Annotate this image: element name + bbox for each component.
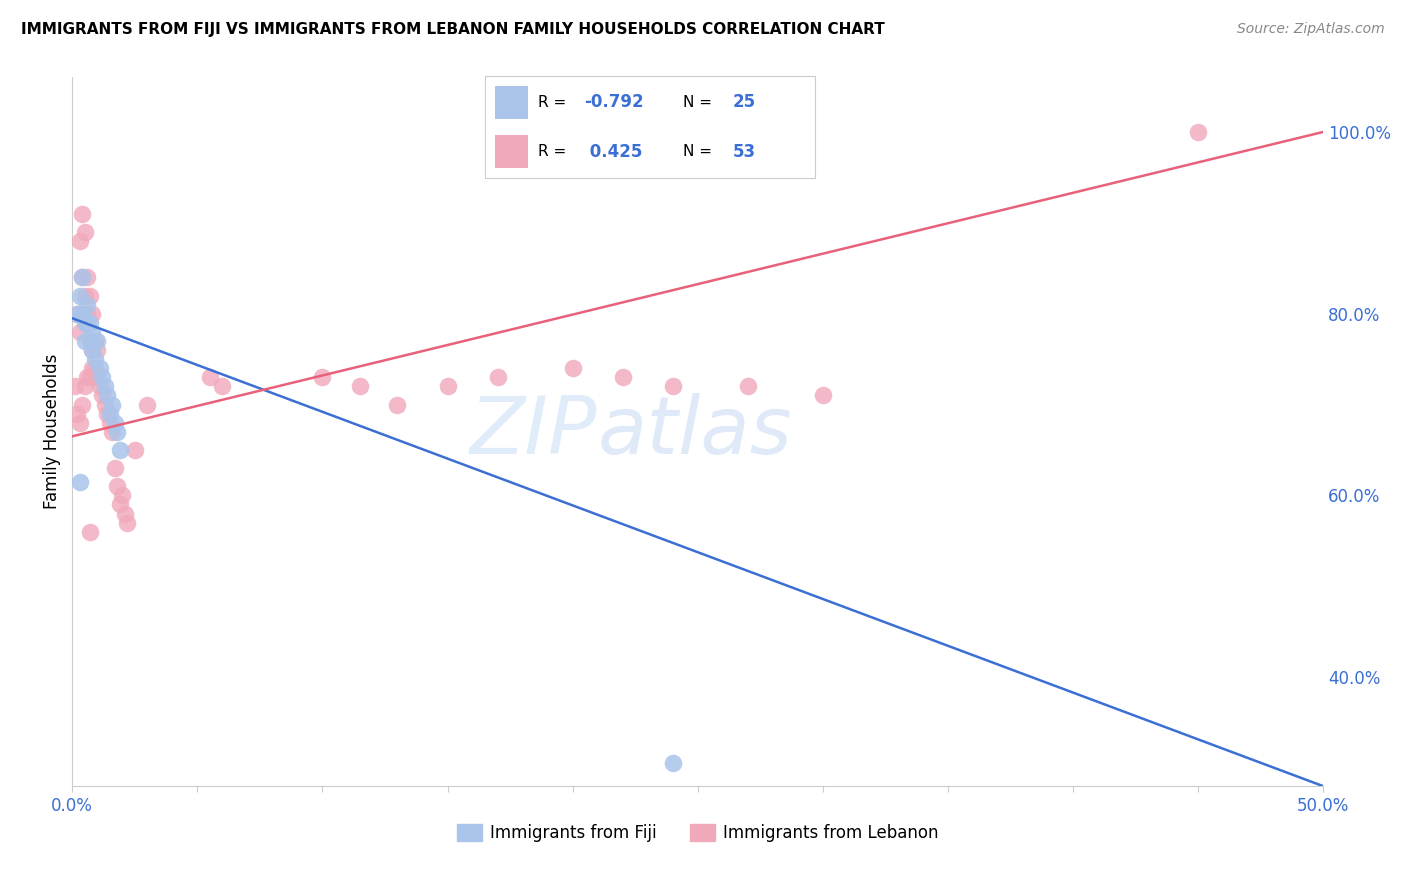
Text: N =: N = [683,145,717,160]
Point [73,379,96,393]
Point [96,388,118,402]
Point [136,398,159,412]
Point [79,334,101,348]
Text: R =: R = [538,145,571,160]
Point [79,370,101,384]
Legend: Immigrants from Fiji, Immigrants from Lebanon: Immigrants from Fiji, Immigrants from Le… [450,817,945,848]
Point [811,388,834,402]
Point [561,361,583,376]
Point [101,398,124,412]
Point [96,407,118,421]
Point [82,307,104,321]
Point [82,361,104,376]
Point [73,225,96,239]
Point [661,756,683,771]
Text: ZIP: ZIP [470,392,598,471]
Point [73,288,96,302]
Point [104,461,127,475]
Point [79,316,101,330]
Point [105,479,128,493]
Point [108,442,131,457]
Point [91,388,114,402]
Point [76,297,98,311]
Point [86,334,108,348]
Point [436,379,458,393]
Point [73,334,96,348]
Text: 25: 25 [733,94,756,112]
Point [124,442,146,457]
Point [737,379,759,393]
Point [70,270,93,285]
Point [91,370,114,384]
Text: N =: N = [683,95,717,110]
Point [387,398,409,412]
Point [70,398,93,412]
Point [311,370,333,384]
Text: atlas: atlas [598,392,793,471]
Point [98,416,121,430]
Point [86,343,108,357]
Point [101,425,124,439]
Point [198,370,221,384]
Point [89,361,111,376]
Point [69,234,91,248]
Point [117,516,139,530]
Point [82,343,104,357]
Point [661,379,683,393]
Y-axis label: Family Households: Family Households [44,354,60,509]
Point [98,407,121,421]
Text: Source: ZipAtlas.com: Source: ZipAtlas.com [1237,22,1385,37]
Point [349,379,371,393]
Text: -0.792: -0.792 [585,94,644,112]
Point [66,307,89,321]
Point [83,361,105,376]
Point [76,270,98,285]
Point [83,352,105,367]
Point [69,416,91,430]
Point [108,498,131,512]
Point [114,507,136,521]
Point [211,379,233,393]
Point [94,398,117,412]
Point [70,207,93,221]
Point [69,325,91,339]
Point [486,370,509,384]
Point [63,379,86,393]
Bar [495,136,529,168]
Point [111,488,134,502]
Point [89,379,111,393]
Point [79,334,101,348]
Point [66,407,89,421]
Point [73,316,96,330]
Point [76,316,98,330]
Point [76,370,98,384]
Point [79,524,101,539]
Text: 53: 53 [733,143,756,161]
Bar [495,87,529,119]
Point [69,475,91,489]
Text: 0.425: 0.425 [585,143,643,161]
Point [83,334,105,348]
Point [94,379,117,393]
Point [82,343,104,357]
Point [70,270,93,285]
Point [76,307,98,321]
Text: R =: R = [538,95,571,110]
Point [79,288,101,302]
Point [105,425,128,439]
Point [612,370,634,384]
Point [70,307,93,321]
Text: IMMIGRANTS FROM FIJI VS IMMIGRANTS FROM LEBANON FAMILY HOUSEHOLDS CORRELATION CH: IMMIGRANTS FROM FIJI VS IMMIGRANTS FROM … [21,22,884,37]
Point [69,288,91,302]
Point [66,307,89,321]
Point [1187,125,1209,139]
Point [86,370,108,384]
Point [82,325,104,339]
Point [104,416,127,430]
